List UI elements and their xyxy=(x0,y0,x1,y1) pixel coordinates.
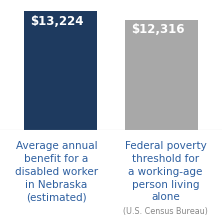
Bar xyxy=(24,11,97,130)
Text: (U.S. Census Bureau): (U.S. Census Bureau) xyxy=(123,207,208,216)
Text: Average annual
benefit for a
disabled worker
in Nebraska
(estimated): Average annual benefit for a disabled wo… xyxy=(15,141,98,202)
Bar xyxy=(125,19,198,130)
Text: $12,316: $12,316 xyxy=(131,23,185,36)
Text: $13,224: $13,224 xyxy=(30,15,84,28)
Text: Federal poverty
threshold for
a working-age
person living
alone: Federal poverty threshold for a working-… xyxy=(125,141,206,202)
